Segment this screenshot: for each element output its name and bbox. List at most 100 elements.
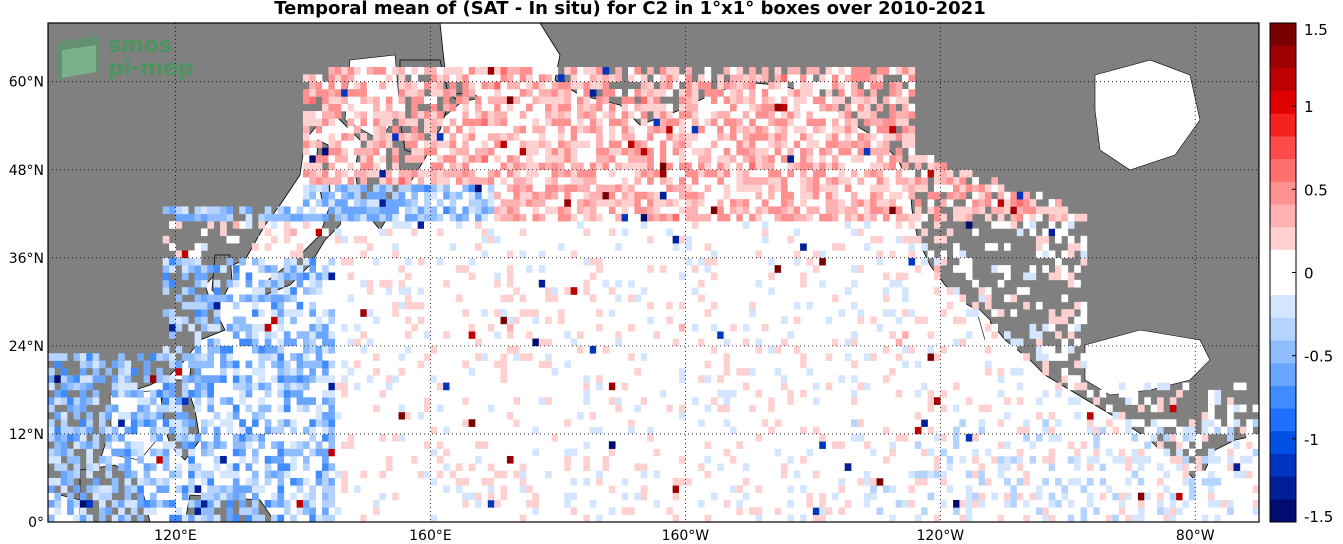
grid-cell: [870, 191, 877, 200]
grid-cell: [800, 206, 807, 215]
grid-cell: [373, 191, 380, 200]
grid-cell: [462, 433, 469, 442]
grid-cell: [436, 118, 444, 127]
grid-cell: [729, 514, 737, 523]
grid-cell: [449, 155, 457, 163]
grid-cell: [953, 463, 960, 471]
grid-cell: [481, 199, 489, 207]
grid-cell: [296, 353, 304, 361]
grid-cell: [309, 426, 316, 435]
grid-cell: [1163, 477, 1171, 486]
grid-cell: [768, 96, 775, 105]
grid-cell: [455, 265, 463, 273]
grid-cell: [462, 309, 469, 317]
grid-cell: [302, 397, 310, 405]
grid-cell: [666, 411, 673, 420]
grid-cell: [309, 169, 316, 178]
grid-cell: [385, 228, 393, 237]
grid-cell: [589, 206, 597, 215]
grid-cell: [105, 367, 113, 376]
grid-cell: [800, 81, 807, 90]
grid-cell: [264, 294, 272, 303]
grid-cell: [73, 426, 81, 435]
grid-cell: [1023, 419, 1030, 427]
grid-cell: [309, 448, 316, 457]
grid-cell: [959, 397, 967, 405]
grid-cell: [685, 81, 693, 90]
grid-cell: [876, 397, 884, 405]
grid-cell: [800, 389, 807, 398]
grid-cell: [200, 514, 208, 523]
grid-cell: [602, 67, 610, 75]
grid-cell: [73, 499, 81, 508]
grid-cell: [430, 323, 438, 332]
grid-cell: [417, 184, 425, 193]
grid-cell: [577, 389, 584, 398]
grid-cell: [1150, 499, 1158, 508]
grid-cell: [258, 367, 266, 376]
grid-cell: [194, 338, 202, 347]
grid-cell: [570, 67, 578, 75]
grid-cell: [793, 96, 801, 105]
grid-cell: [672, 265, 680, 273]
grid-cell: [494, 162, 501, 171]
grid-cell: [436, 441, 444, 449]
grid-cell: [73, 433, 81, 442]
grid-cell: [315, 441, 323, 449]
grid-cell: [500, 133, 508, 141]
grid-cell: [1042, 367, 1049, 376]
grid-cell: [647, 103, 654, 112]
grid-cell: [844, 89, 852, 97]
grid-cell: [596, 228, 603, 237]
grid-cell: [207, 419, 215, 427]
grid-cell: [156, 448, 164, 457]
grid-cell: [341, 389, 348, 398]
grid-cell: [729, 389, 737, 398]
grid-cell: [1048, 199, 1056, 207]
grid-cell: [430, 125, 438, 134]
grid-cell: [277, 404, 285, 413]
grid-cell: [86, 441, 93, 449]
grid-cell: [360, 294, 367, 303]
grid-cell: [678, 272, 686, 281]
grid-cell: [991, 426, 998, 435]
grid-cell: [519, 228, 527, 237]
grid-cell: [239, 433, 246, 442]
grid-cell: [710, 213, 718, 222]
grid-cell: [557, 426, 565, 435]
grid-cell: [436, 140, 444, 149]
grid-cell: [978, 463, 986, 471]
grid-cell: [780, 74, 788, 83]
grid-cell: [341, 338, 348, 347]
grid-cell: [761, 243, 769, 251]
grid-cell: [1201, 477, 1209, 486]
grid-cell: [698, 463, 705, 471]
grid-cell: [328, 331, 336, 339]
grid-cell: [659, 177, 667, 185]
grid-cell: [519, 111, 527, 119]
grid-cell: [596, 426, 603, 435]
grid-cell: [181, 433, 189, 442]
grid-cell: [557, 221, 565, 229]
grid-cell: [283, 507, 291, 515]
grid-cell: [156, 375, 164, 383]
grid-cell: [723, 404, 731, 413]
grid-cell: [245, 331, 253, 339]
grid-cell: [1048, 492, 1056, 501]
grid-cell: [545, 441, 552, 449]
grid-cell: [1029, 441, 1037, 449]
grid-cell: [819, 441, 826, 449]
grid-cell: [181, 206, 189, 215]
grid-cell: [946, 191, 954, 200]
grid-cell: [749, 404, 756, 413]
grid-cell: [710, 470, 718, 479]
grid-cell: [1029, 228, 1037, 237]
grid-cell: [768, 206, 775, 215]
grid-cell: [207, 221, 215, 229]
grid-cell: [984, 360, 992, 369]
grid-cell: [825, 103, 833, 112]
grid-cell: [92, 477, 100, 486]
grid-cell: [1055, 433, 1062, 442]
grid-cell: [379, 206, 387, 215]
grid-cell: [736, 257, 744, 266]
